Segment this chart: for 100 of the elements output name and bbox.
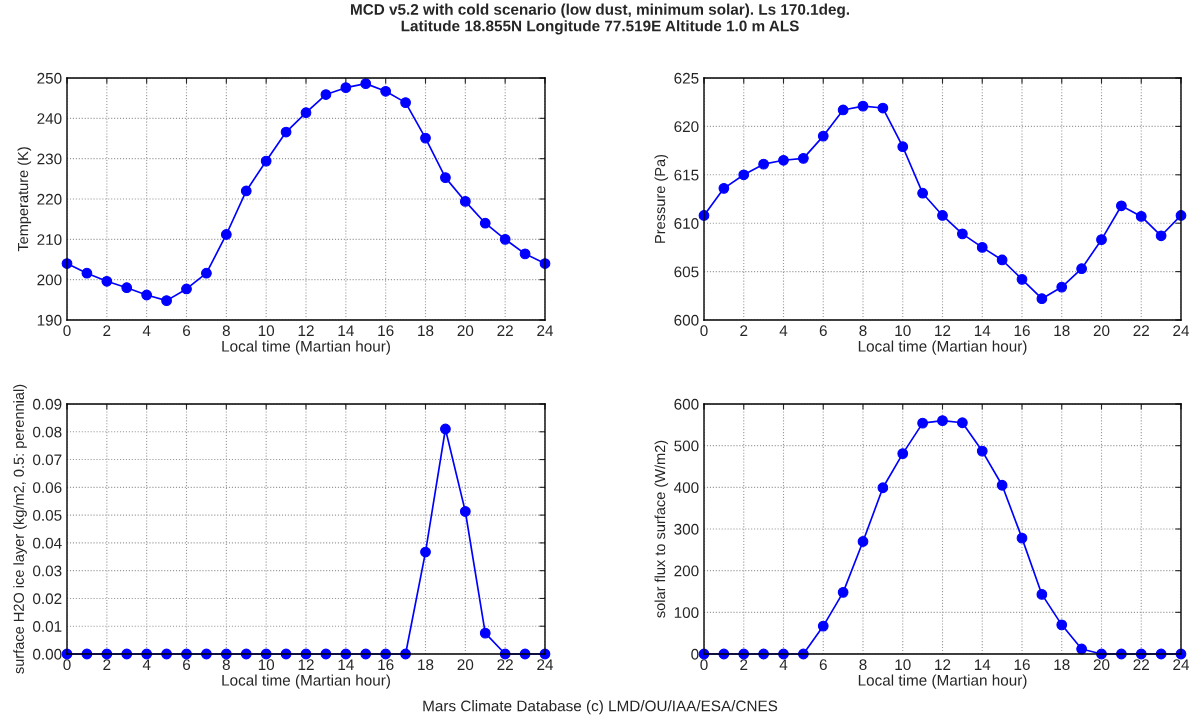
- point: [718, 182, 730, 194]
- y-tick-label: 190: [37, 314, 62, 326]
- point: [837, 586, 849, 598]
- point: [877, 482, 889, 494]
- y-axis-title: Pressure (Pa): [654, 154, 669, 243]
- x-tick-label: 16: [1014, 659, 1030, 671]
- point: [1115, 200, 1127, 212]
- y-tick-label: 230: [37, 153, 62, 165]
- x-tick-label: 20: [457, 325, 474, 337]
- x-tick-label: 12: [935, 659, 951, 670]
- x-tick-label: 24: [1173, 659, 1190, 670]
- point: [320, 89, 332, 100]
- y-tick-label: 600: [674, 398, 699, 410]
- x-tick-label: 22: [497, 659, 513, 670]
- x-tick-label: 18: [418, 325, 434, 337]
- y-axis-title: surface H2O ice layer (kg/m2, 0.5: perennial): [13, 384, 27, 674]
- x-tick-label: 10: [895, 325, 911, 337]
- point: [440, 172, 451, 183]
- point: [897, 448, 909, 459]
- x-tick-label: 8: [859, 659, 867, 671]
- x-tick-label: 8: [859, 325, 867, 337]
- y-tick-label: 610: [674, 218, 699, 229]
- x-tick-label: 20: [457, 659, 474, 671]
- point: [400, 97, 411, 108]
- y-tick-label: 400: [674, 482, 699, 494]
- x-tick-label: 6: [183, 659, 191, 671]
- point: [758, 158, 770, 170]
- y-tick-label: 0.07: [33, 454, 62, 466]
- y-tick-label: 0.04: [33, 537, 62, 549]
- x-tick-label: 2: [103, 659, 111, 670]
- x-tick-label: 24: [537, 325, 554, 336]
- y-tick-label: 250: [37, 72, 62, 84]
- y-tick-label: 200: [37, 274, 62, 286]
- point: [1036, 589, 1048, 600]
- x-tick-label: 22: [1133, 325, 1149, 336]
- point: [857, 100, 869, 112]
- x-tick-label: 0: [63, 325, 71, 337]
- y-tick-label: 615: [674, 169, 699, 181]
- x-tick-label: 4: [142, 659, 151, 670]
- point: [121, 282, 133, 294]
- point: [1096, 234, 1107, 246]
- y-tick-label: 100: [674, 607, 699, 619]
- point: [956, 228, 968, 240]
- y-tick-label: 0: [691, 648, 699, 660]
- point: [917, 187, 929, 199]
- y-tick-label: 625: [674, 72, 699, 84]
- point: [1076, 643, 1088, 655]
- y-tick-label: 0.08: [33, 426, 62, 438]
- x-tick-label: 14: [974, 659, 991, 670]
- point: [240, 185, 252, 197]
- point: [459, 196, 471, 207]
- point: [937, 210, 948, 221]
- point: [738, 169, 750, 181]
- x-tick-label: 4: [779, 659, 788, 670]
- y-tick-label: 220: [37, 193, 62, 205]
- x-tick-label: 6: [819, 659, 827, 671]
- y-tick-label: 200: [674, 565, 699, 577]
- y-tick-label: 0.05: [33, 509, 62, 521]
- point: [1016, 532, 1028, 544]
- x-tick-label: 24: [1173, 325, 1190, 336]
- point: [1016, 273, 1028, 285]
- x-tick-label: 8: [222, 325, 230, 337]
- point: [837, 104, 849, 116]
- point: [479, 627, 491, 639]
- x-tick-label: 16: [378, 325, 394, 337]
- point: [519, 248, 531, 260]
- x-tick-label: 12: [298, 659, 314, 670]
- x-axis-title: Local time (Martian hour): [222, 674, 390, 689]
- point: [797, 152, 809, 164]
- point: [340, 82, 352, 94]
- x-axis-title: Local time (Martian hour): [858, 340, 1027, 355]
- y-axis-title: Temperature (K): [17, 147, 32, 252]
- point: [459, 506, 471, 517]
- point: [280, 126, 292, 138]
- point: [420, 546, 431, 558]
- x-tick-label: 6: [819, 325, 827, 337]
- point: [499, 233, 511, 245]
- y-tick-label: 600: [674, 314, 699, 326]
- point: [937, 415, 948, 427]
- x-tick-label: 10: [895, 659, 911, 671]
- x-tick-label: 8: [222, 659, 230, 671]
- point: [1135, 211, 1147, 222]
- point: [1036, 293, 1048, 305]
- y-tick-label: 605: [674, 266, 699, 278]
- x-tick-label: 0: [63, 659, 71, 671]
- x-tick-label: 22: [1133, 659, 1149, 670]
- point: [420, 132, 431, 144]
- x-tick-label: 20: [1093, 659, 1110, 671]
- x-tick-label: 0: [700, 659, 708, 671]
- point: [976, 445, 988, 457]
- x-tick-label: 22: [497, 325, 513, 336]
- x-tick-label: 4: [779, 325, 788, 336]
- x-tick-label: 12: [935, 325, 951, 336]
- y-tick-label: 0.01: [33, 621, 62, 632]
- point: [201, 267, 212, 279]
- x-axis-title: Local time (Martian hour): [222, 340, 390, 355]
- point: [778, 154, 789, 166]
- point: [360, 78, 372, 90]
- point: [877, 102, 889, 114]
- point: [976, 242, 988, 253]
